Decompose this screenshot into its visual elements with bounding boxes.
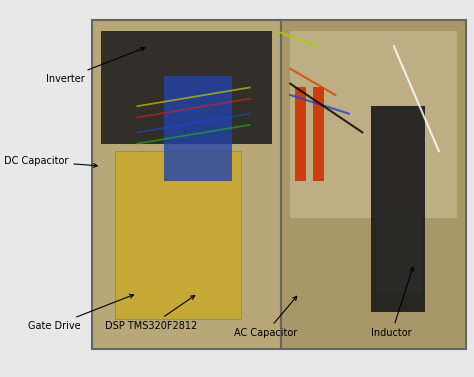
Bar [115,151,241,319]
Bar [295,87,306,181]
Text: Inductor: Inductor [371,267,413,338]
Bar [92,20,282,349]
Bar [115,151,241,319]
Text: DSP TMS320F2812: DSP TMS320F2812 [105,296,197,331]
Text: AC Capacitor: AC Capacitor [234,296,297,338]
Bar [371,106,425,312]
Bar [164,76,232,181]
Text: DC Capacitor: DC Capacitor [4,156,97,167]
Bar [376,125,421,293]
Text: Gate Drive: Gate Drive [28,294,134,331]
Bar [282,20,466,349]
Bar [291,31,457,218]
Text: Inverter: Inverter [46,48,145,84]
Bar [101,31,273,144]
Bar [313,87,324,181]
